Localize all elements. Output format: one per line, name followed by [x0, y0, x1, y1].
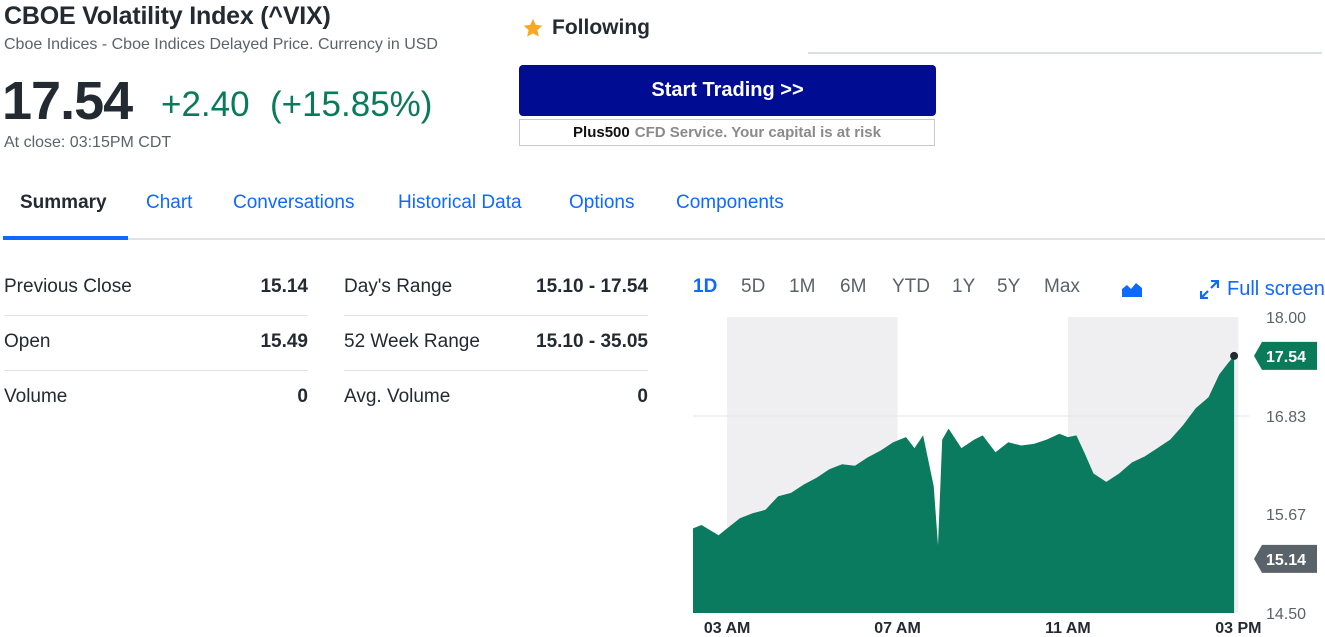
x-tick-label: 03 AM	[704, 620, 751, 637]
tab-chart[interactable]: Chart	[146, 192, 193, 213]
range-5d[interactable]: 5D	[741, 276, 766, 297]
ad-brand: Plus500	[573, 124, 630, 141]
stat-value: 0	[297, 386, 308, 407]
y-tick-label: 16.83	[1266, 409, 1306, 426]
market-close-time: At close: 03:15PM CDT	[4, 134, 172, 151]
tabs-divider	[128, 238, 1325, 240]
y-tick-label: 15.67	[1266, 507, 1306, 524]
range-1d[interactable]: 1D	[693, 276, 718, 297]
page-title: CBOE Volatility Index (^VIX)	[4, 2, 331, 30]
fullscreen-label: Full screen	[1227, 278, 1325, 300]
tab-summary[interactable]: Summary	[20, 192, 107, 213]
range-1m[interactable]: 1M	[789, 276, 816, 297]
expand-icon	[1200, 280, 1219, 299]
stat-row-avg-volume: Avg. Volume 0	[344, 371, 648, 426]
x-tick-label: 03 PM	[1215, 620, 1261, 637]
follow-button[interactable]: Following	[522, 16, 650, 40]
stat-row-52-week-range: 52 Week Range 15.10 - 35.05	[344, 316, 648, 371]
range-1y[interactable]: 1Y	[952, 276, 976, 297]
stats-table-right: Day's Range 15.10 - 17.54 52 Week Range …	[344, 261, 648, 426]
stat-label: Volume	[4, 386, 68, 407]
stats-table-left: Previous Close 15.14 Open 15.49 Volume 0	[4, 261, 308, 426]
stat-label: 52 Week Range	[344, 331, 480, 352]
y-tick-label: 14.50	[1266, 606, 1306, 623]
follow-label: Following	[552, 16, 650, 39]
previous-close-label: 15.14	[1266, 552, 1306, 569]
stat-value: 15.49	[260, 331, 308, 352]
x-tick-label: 11 AM	[1045, 620, 1091, 637]
current-price-label: 17.54	[1266, 349, 1306, 366]
stat-value: 15.10 - 35.05	[536, 331, 648, 352]
start-trading-button[interactable]: Start Trading >>	[519, 65, 936, 116]
ad-disclaimer[interactable]: Plus500 CFD Service. Your capital is at …	[519, 119, 935, 146]
stat-value: 15.14	[260, 276, 308, 297]
active-tab-indicator	[3, 236, 128, 240]
tab-options[interactable]: Options	[569, 192, 635, 213]
range-ytd[interactable]: YTD	[892, 276, 930, 297]
star-icon	[523, 18, 543, 37]
stat-row-volume: Volume 0	[4, 371, 308, 426]
y-tick-label: 18.00	[1266, 310, 1306, 327]
intraday-chart[interactable]: 18.00 16.83 15.67 14.50 17.54 15.14 03 AM 07 AM…	[692, 310, 1325, 637]
range-5y[interactable]: 5Y	[997, 276, 1021, 297]
range-max[interactable]: Max	[1044, 276, 1080, 297]
stat-row-days-range: Day's Range 15.10 - 17.54	[344, 261, 648, 316]
stat-label: Previous Close	[4, 276, 132, 297]
current-price-tag	[1254, 341, 1317, 370]
tab-conversations[interactable]: Conversations	[233, 192, 355, 213]
price-change-percent: (+15.85%)	[270, 85, 433, 124]
stat-label: Avg. Volume	[344, 386, 451, 407]
price-area	[693, 355, 1235, 613]
range-6m[interactable]: 6M	[840, 276, 867, 297]
mountain-chart-icon[interactable]	[1121, 280, 1143, 303]
previous-close-tag	[1254, 544, 1317, 573]
last-price-point	[1230, 351, 1239, 360]
exchange-subtitle: Cboe Indices - Cboe Indices Delayed Pric…	[4, 36, 438, 53]
tab-components[interactable]: Components	[676, 192, 784, 213]
stat-value: 15.10 - 17.54	[536, 276, 648, 297]
fullscreen-button[interactable]: Full screen	[1200, 278, 1325, 301]
quote-nav-tabs: Summary Chart Conversations Historical D…	[3, 186, 1325, 242]
x-tick-label: 07 AM	[874, 620, 921, 637]
price-change: +2.40	[161, 85, 250, 124]
stat-label: Open	[4, 331, 51, 352]
ad-disclaimer-text: CFD Service. Your capital is at risk	[634, 124, 881, 141]
stat-row-open: Open 15.49	[4, 316, 308, 371]
current-price: 17.54	[2, 71, 133, 131]
stat-label: Day's Range	[344, 276, 453, 297]
stat-row-previous-close: Previous Close 15.14	[4, 261, 308, 316]
stat-value: 0	[637, 386, 648, 407]
chart-top-divider	[808, 52, 1322, 54]
tab-historical-data[interactable]: Historical Data	[398, 192, 522, 213]
